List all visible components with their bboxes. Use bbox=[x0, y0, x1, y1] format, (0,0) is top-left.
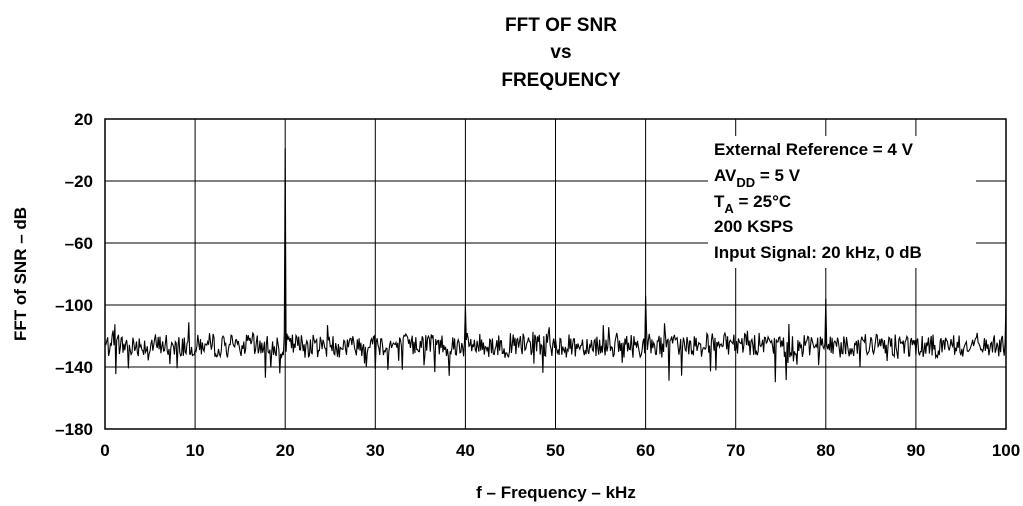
annotation-avdd: AVDD = 5 V bbox=[714, 166, 801, 190]
conditions-annotation: External Reference = 4 V AVDD = 5 V TA =… bbox=[708, 136, 976, 268]
y-tick-labels: 20 –20 –60 –100 –140 –180 bbox=[55, 110, 93, 439]
annotation-ta-suffix: = 25°C bbox=[734, 192, 791, 211]
annotation-input-signal: Input Signal: 20 kHz, 0 dB bbox=[714, 243, 922, 262]
annotation-ta-prefix: T bbox=[714, 192, 725, 211]
x-tick-label: 10 bbox=[186, 441, 205, 460]
x-tick-label: 30 bbox=[366, 441, 385, 460]
y-axis-label: FFT of SNR – dB bbox=[11, 207, 30, 341]
fft-trace bbox=[104, 148, 1007, 383]
x-axis-label: f – Frequency – kHz bbox=[476, 483, 636, 502]
x-tick-label: 60 bbox=[636, 441, 655, 460]
y-tick-label: –60 bbox=[65, 234, 93, 253]
annotation-avdd-sub: DD bbox=[736, 175, 755, 190]
x-tick-label: 100 bbox=[992, 441, 1020, 460]
x-tick-label: 70 bbox=[726, 441, 745, 460]
y-tick-label: –140 bbox=[55, 358, 93, 377]
x-tick-label: 40 bbox=[456, 441, 475, 460]
annotation-sample-rate: 200 KSPS bbox=[714, 217, 793, 236]
y-tick-label: 20 bbox=[74, 110, 93, 129]
y-tick-label: –100 bbox=[55, 296, 93, 315]
x-tick-label: 20 bbox=[276, 441, 295, 460]
x-tick-label: 80 bbox=[816, 441, 835, 460]
chart-title-line-2: vs bbox=[550, 42, 571, 63]
annotation-background bbox=[708, 136, 976, 268]
annotation-avdd-suffix: = 5 V bbox=[755, 166, 801, 185]
x-tick-label: 90 bbox=[906, 441, 925, 460]
x-tick-label: 50 bbox=[546, 441, 565, 460]
chart-title-line-3: FREQUENCY bbox=[501, 70, 621, 91]
annotation-ta-sub: A bbox=[724, 201, 734, 216]
y-tick-label: –20 bbox=[65, 172, 93, 191]
y-tick-label: –180 bbox=[55, 420, 93, 439]
annotation-avdd-prefix: AV bbox=[714, 166, 737, 185]
chart-title-line-1: FFT OF SNR bbox=[505, 15, 617, 36]
plot-frame bbox=[104, 118, 1007, 430]
annotation-reference: External Reference = 4 V bbox=[714, 140, 914, 159]
x-tick-label: 0 bbox=[100, 441, 109, 460]
x-tick-labels: 0 10 20 30 40 50 60 70 80 90 100 bbox=[100, 441, 1020, 460]
annotation-ta: TA = 25°C bbox=[714, 192, 791, 216]
